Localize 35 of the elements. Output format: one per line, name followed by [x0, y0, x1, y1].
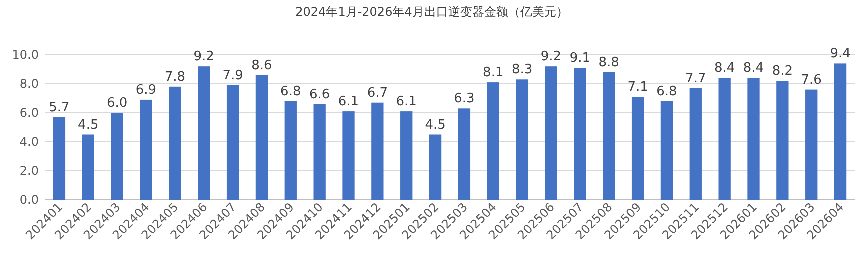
- value-label: 9.2: [194, 50, 214, 65]
- value-label: 4.5: [425, 118, 446, 133]
- value-label: 7.9: [222, 68, 244, 84]
- value-label: 9.1: [570, 51, 591, 66]
- value-label: 6.3: [454, 92, 475, 107]
- value-label: 8.1: [483, 66, 504, 81]
- value-label: 8.8: [598, 55, 620, 70]
- value-label: 6.8: [280, 84, 302, 100]
- value-label: 8.4: [714, 61, 736, 76]
- value-label: 6.6: [309, 87, 330, 102]
- value-label: 6.0: [106, 96, 128, 111]
- value-label: 7.1: [628, 80, 648, 96]
- value-label: 5.7: [49, 100, 70, 116]
- ytick: 8.0: [20, 77, 39, 91]
- value-label: 9.4: [830, 46, 851, 62]
- value-label: 8.4: [743, 61, 764, 76]
- value-label: 7.6: [801, 72, 822, 88]
- ytick: 4.0: [20, 135, 39, 149]
- value-label: 9.2: [540, 50, 562, 65]
- ytick: 2.0: [20, 164, 39, 178]
- ytick: 0.0: [20, 193, 39, 207]
- value-label: 8.2: [772, 64, 794, 80]
- ytick: 10.0: [12, 48, 39, 62]
- ytick: 6.0: [20, 106, 39, 120]
- value-label: 6.7: [367, 86, 388, 101]
- value-label: 8.6: [252, 58, 272, 74]
- value-label: 4.5: [78, 118, 99, 133]
- value-label: 7.7: [686, 71, 706, 86]
- value-label: 7.8: [164, 70, 186, 85]
- value-label: 6.9: [136, 82, 157, 98]
- value-label: 6.1: [338, 94, 360, 110]
- value-label: 8.3: [512, 62, 533, 78]
- value-label: 6.8: [656, 84, 678, 100]
- value-label: 6.1: [396, 94, 417, 110]
- title: 2024年1月-2026年4月出口逆变器金额（亿美元）: [296, 5, 568, 19]
